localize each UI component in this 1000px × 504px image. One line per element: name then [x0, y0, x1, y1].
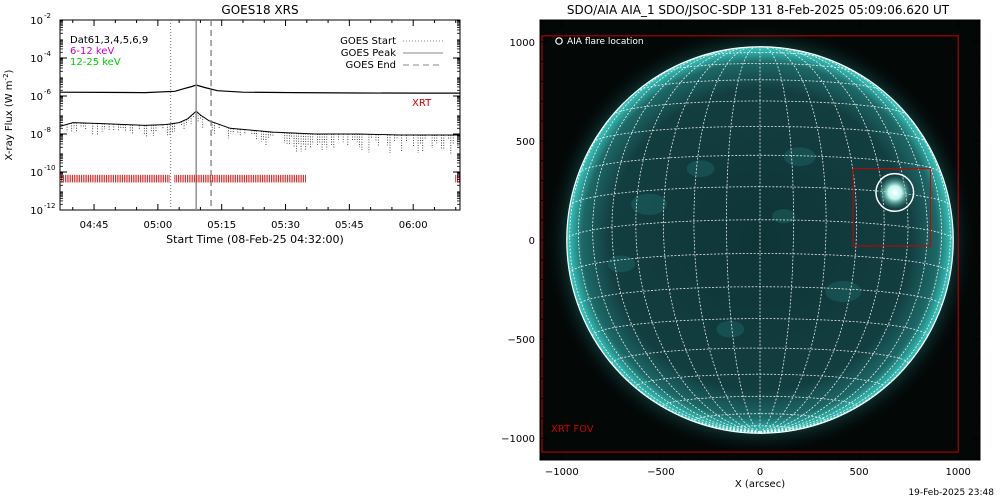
legend-right-label: GOES Peak	[341, 48, 396, 59]
series-line-1	[60, 110, 460, 136]
x-tick-label: 05:30	[271, 220, 300, 231]
x-tick-label: 06:00	[399, 220, 428, 231]
active-regions	[607, 147, 862, 338]
x-tick-label: 05:45	[335, 220, 364, 231]
y-tick-exponent: -2	[44, 12, 51, 20]
y-axis-label: X-ray Flux (W m-2)	[2, 69, 15, 160]
series-line-0	[60, 84, 460, 94]
legend-left-entry: Dat61,3,4,5,6,9	[70, 35, 148, 46]
longitude-line	[759, 46, 795, 433]
y-tick-label: 10	[30, 92, 43, 103]
legend-right-label: GOES Start	[340, 36, 396, 47]
y-tick-label: −1000	[501, 434, 535, 445]
y-tick-label: 10	[30, 130, 43, 141]
y-tick-exponent: -10	[44, 164, 55, 172]
legend-label: AIA flare location	[567, 37, 644, 47]
footer-timestamp: 19-Feb-2025 23:48	[908, 488, 994, 498]
longitude-line	[759, 46, 857, 433]
active-region	[686, 160, 715, 177]
limb-outline	[566, 46, 954, 434]
y-tick-label: 10	[30, 206, 43, 217]
longitude-line	[759, 49, 928, 433]
x-tick-label: −1000	[545, 467, 579, 478]
y-tick-label: 10	[30, 16, 43, 27]
xrt-exposure-ticks	[60, 174, 460, 183]
latitude-line	[611, 347, 909, 364]
xrt-fov-box	[541, 35, 959, 453]
y-tick-label: 0	[529, 236, 535, 247]
x-tick-label: 1000	[945, 467, 970, 478]
latitude-line	[578, 154, 942, 174]
active-region	[825, 280, 862, 303]
y-tick-label: 10	[30, 168, 43, 179]
active-region	[783, 147, 816, 167]
y-tick-exponent: -8	[44, 126, 51, 134]
flare-brightening	[877, 175, 912, 210]
latitude-line	[569, 186, 951, 207]
y-tick-label: 10	[30, 54, 43, 65]
longitude-line	[611, 48, 761, 433]
y-tick-label: 500	[516, 137, 535, 148]
plot-frame	[59, 19, 461, 211]
active-region	[607, 255, 636, 273]
legend-right-label: GOES End	[346, 60, 396, 71]
y-tick-exponent: -6	[44, 88, 52, 96]
goes-xrs-chart: GOES18 XRS 04:45 05:00 05:15 05:30 05:45 06:0…	[2, 3, 461, 246]
xrt-fov-label: XRT FOV	[551, 424, 594, 435]
latitude-line	[636, 79, 884, 92]
chart-title: SDO/AIA AIA_1 SDO/JSOC-SDP 131 8-Feb-202…	[567, 3, 950, 17]
x-tick-label: 500	[850, 467, 869, 478]
latitude-line	[592, 126, 928, 143]
aia-image-chart: SDO/AIA AIA_1 SDO/JSOC-SDP 131 8-Feb-202…	[501, 3, 981, 490]
xrt-roi-box	[852, 168, 931, 247]
x-tick-label: 0	[757, 467, 763, 478]
active-region	[716, 320, 745, 338]
x-tick-label: 04:45	[80, 220, 109, 231]
x-axis-label: Start Time (08-Feb-25 04:32:00)	[166, 233, 344, 246]
x-tick-label: 05:15	[207, 220, 236, 231]
longitude-line	[759, 48, 909, 433]
x-tick-label: −500	[647, 467, 674, 478]
chart-title: GOES18 XRS	[221, 3, 298, 17]
longitude-line	[759, 54, 943, 433]
noise-spikes	[60, 111, 459, 155]
latitude-line	[663, 395, 857, 407]
active-region	[631, 193, 667, 216]
longitude-line	[592, 49, 761, 433]
aia-legend: AIA flare location	[555, 37, 644, 47]
x-axis-label: X (arcsec)	[735, 479, 785, 490]
x-tick-label: 05:00	[143, 220, 172, 231]
y-tick-label: −500	[508, 335, 535, 346]
legend-left-entry: 6-12 keV	[70, 46, 114, 57]
longitude-line	[663, 46, 761, 433]
y-tick-exponent: -4	[44, 50, 52, 58]
longitude-line	[725, 46, 761, 433]
y-tick-exponent: -12	[44, 202, 55, 210]
active-region	[771, 209, 796, 224]
xrt-label: XRT	[412, 98, 432, 109]
longitude-line	[759, 46, 827, 433]
flare-marker-icon	[555, 37, 563, 45]
longitude-line	[577, 54, 761, 433]
flare-location-circle	[875, 172, 915, 213]
y-tick-label: 1000	[510, 38, 535, 49]
longitude-line	[693, 46, 761, 433]
legend-left-entry: 12-25 keV	[70, 57, 121, 68]
